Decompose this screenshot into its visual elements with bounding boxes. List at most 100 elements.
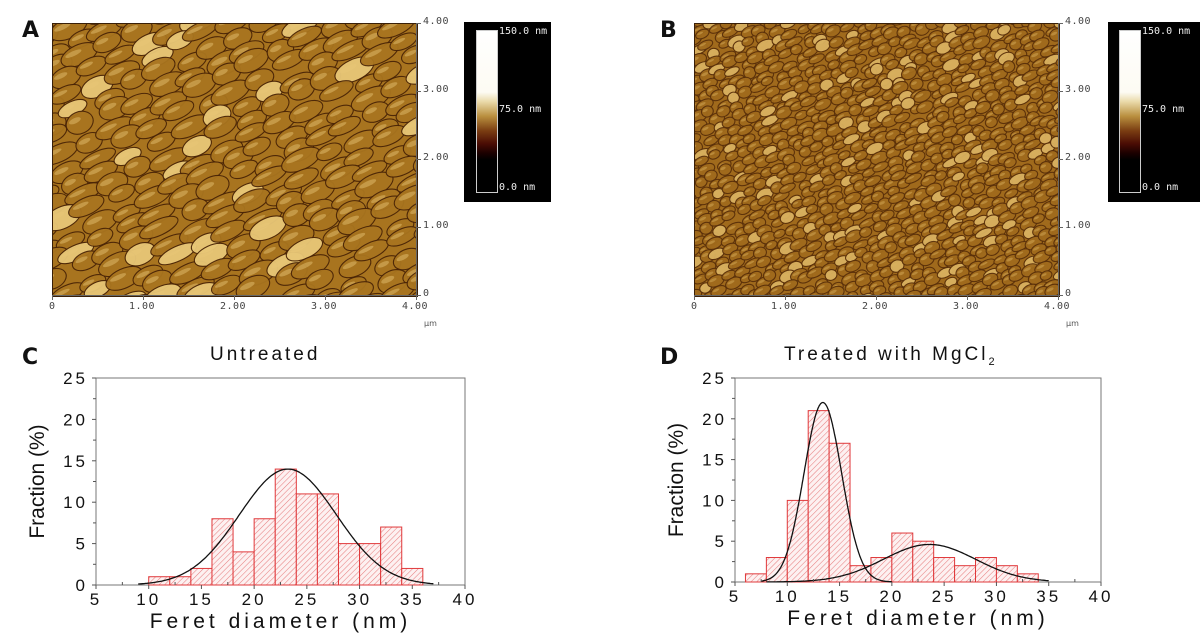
histogram-bar — [807, 410, 830, 583]
afm-x-tick-mark — [52, 295, 53, 300]
colorbar-min-a: 0.0 nm — [499, 182, 536, 193]
panel-label-d: D — [660, 345, 679, 370]
chart-title-c: Untreated — [210, 344, 321, 365]
colorbar-min-b: 0.0 nm — [1142, 182, 1179, 193]
afm-x-tick-label: 1.00 — [771, 301, 798, 312]
y-axis-label: Fraction (%) — [665, 423, 688, 537]
x-axis-label: Feret diameter (nm) — [150, 610, 412, 633]
afm-y-tick-label: 4.00 — [1065, 16, 1092, 27]
afm-y-tick-label: 3.00 — [1065, 84, 1092, 95]
x-tick-label: 30 — [984, 587, 1009, 606]
histogram-bar — [995, 565, 1018, 583]
afm-y-tick-label: 0 — [423, 288, 430, 299]
y-tick-label: 25 — [702, 370, 727, 388]
y-tick-label: 15 — [63, 452, 88, 471]
afm-y-tick-mark — [1058, 227, 1063, 228]
afm-y-tick-label: 1.00 — [423, 220, 450, 231]
afm-y-tick-mark — [416, 91, 421, 92]
afm-image-b — [694, 23, 1060, 297]
afm-x-tick-mark — [876, 295, 877, 300]
afm-unit-label: μm — [424, 319, 437, 328]
colorbar-max-a: 150.0 nm — [499, 26, 548, 37]
y-tick-label: 20 — [63, 410, 88, 429]
afm-y-tick-label: 1.00 — [1065, 220, 1092, 231]
afm-x-tick-label: 3.00 — [953, 301, 980, 312]
x-tick-label: 25 — [294, 590, 319, 609]
chart-title-d-main: Treated with MgCl — [784, 344, 989, 365]
y-axis-label: Fraction (%) — [26, 424, 49, 538]
histogram-bar — [849, 565, 872, 583]
colorbar-max-b: 150.0 nm — [1142, 26, 1191, 37]
afm-grains — [53, 24, 417, 296]
x-tick-label: 40 — [453, 590, 478, 609]
afm-x-tick-mark — [1058, 295, 1059, 300]
x-tick-label: 10 — [136, 590, 161, 609]
afm-texture-a — [53, 24, 417, 296]
histogram-bar — [190, 567, 213, 586]
y-tick-label: 20 — [702, 410, 727, 429]
gaussian-fit-line — [138, 468, 434, 585]
histogram-bar — [253, 518, 276, 586]
afm-x-tick-label: 2.00 — [220, 301, 247, 312]
afm-y-tick-label: 4.00 — [423, 16, 450, 27]
y-tick-label: 15 — [702, 451, 727, 470]
colorbar-gradient-b — [1119, 30, 1141, 193]
y-tick-label: 0 — [76, 576, 88, 595]
afm-x-tick-mark — [967, 295, 968, 300]
afm-x-tick-label: 0 — [691, 301, 698, 312]
colorbar-b: 150.0 nm 75.0 nm 0.0 nm — [1108, 22, 1200, 202]
afm-x-tick-label: 4.00 — [1044, 301, 1071, 312]
afm-x-tick-mark — [234, 295, 235, 300]
afm-x-tick-mark — [325, 295, 326, 300]
x-tick-label: 35 — [400, 590, 425, 609]
y-tick-label: 0 — [715, 573, 727, 592]
afm-unit-label: μm — [1066, 319, 1079, 328]
afm-x-tick-label: 2.00 — [862, 301, 889, 312]
colorbar-mid-a: 75.0 nm — [499, 104, 542, 115]
colorbar-mid-b: 75.0 nm — [1142, 104, 1185, 115]
histogram-bar — [891, 532, 914, 583]
histogram-bar — [954, 565, 977, 583]
colorbar-a: 150.0 nm 75.0 nm 0.0 nm — [464, 22, 551, 202]
x-tick-label: 20 — [242, 590, 267, 609]
panel-label-a: A — [22, 18, 40, 43]
afm-x-tick-mark — [694, 295, 695, 300]
afm-image-a — [52, 23, 418, 297]
chart-title-d: Treated with MgCl2 — [784, 344, 995, 368]
afm-x-tick-label: 3.00 — [311, 301, 338, 312]
gaussian-fit-line — [761, 401, 892, 583]
y-tick-label: 5 — [715, 532, 727, 551]
afm-y-tick-label: 3.00 — [423, 84, 450, 95]
y-tick-label: 10 — [702, 491, 727, 510]
histogram-bar — [912, 540, 935, 583]
afm-y-tick-mark — [1058, 159, 1063, 160]
afm-y-tick-mark — [1058, 295, 1063, 296]
y-tick-label: 25 — [63, 370, 88, 388]
afm-x-tick-label: 0 — [49, 301, 56, 312]
histogram-bar — [295, 493, 318, 586]
afm-x-tick-label: 4.00 — [402, 301, 429, 312]
panel-label-b: B — [660, 18, 677, 43]
chart-title-d-subscript: 2 — [988, 355, 995, 368]
x-tick-label: 15 — [827, 587, 852, 606]
afm-x-tick-label: 1.00 — [129, 301, 156, 312]
afm-texture-b — [695, 24, 1059, 296]
x-tick-label: 15 — [189, 590, 214, 609]
afm-y-tick-mark — [416, 159, 421, 160]
afm-y-tick-mark — [416, 295, 421, 296]
afm-y-tick-mark — [416, 227, 421, 228]
x-tick-label: 30 — [347, 590, 372, 609]
histogram-bar — [316, 493, 339, 586]
histogram-bar — [274, 468, 297, 586]
afm-x-tick-mark — [785, 295, 786, 300]
afm-y-tick-mark — [1058, 91, 1063, 92]
histogram-bar — [337, 543, 361, 586]
afm-y-tick-label: 2.00 — [423, 152, 450, 163]
x-tick-label: 5 — [90, 590, 102, 609]
x-axis-label: Feret diameter (nm) — [787, 607, 1049, 630]
x-tick-label: 35 — [1036, 587, 1061, 606]
x-tick-label: 40 — [1089, 587, 1114, 606]
afm-y-tick-label: 0 — [1065, 288, 1072, 299]
